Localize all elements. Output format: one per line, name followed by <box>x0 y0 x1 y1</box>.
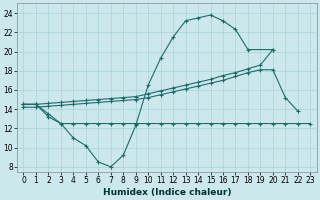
X-axis label: Humidex (Indice chaleur): Humidex (Indice chaleur) <box>103 188 231 197</box>
